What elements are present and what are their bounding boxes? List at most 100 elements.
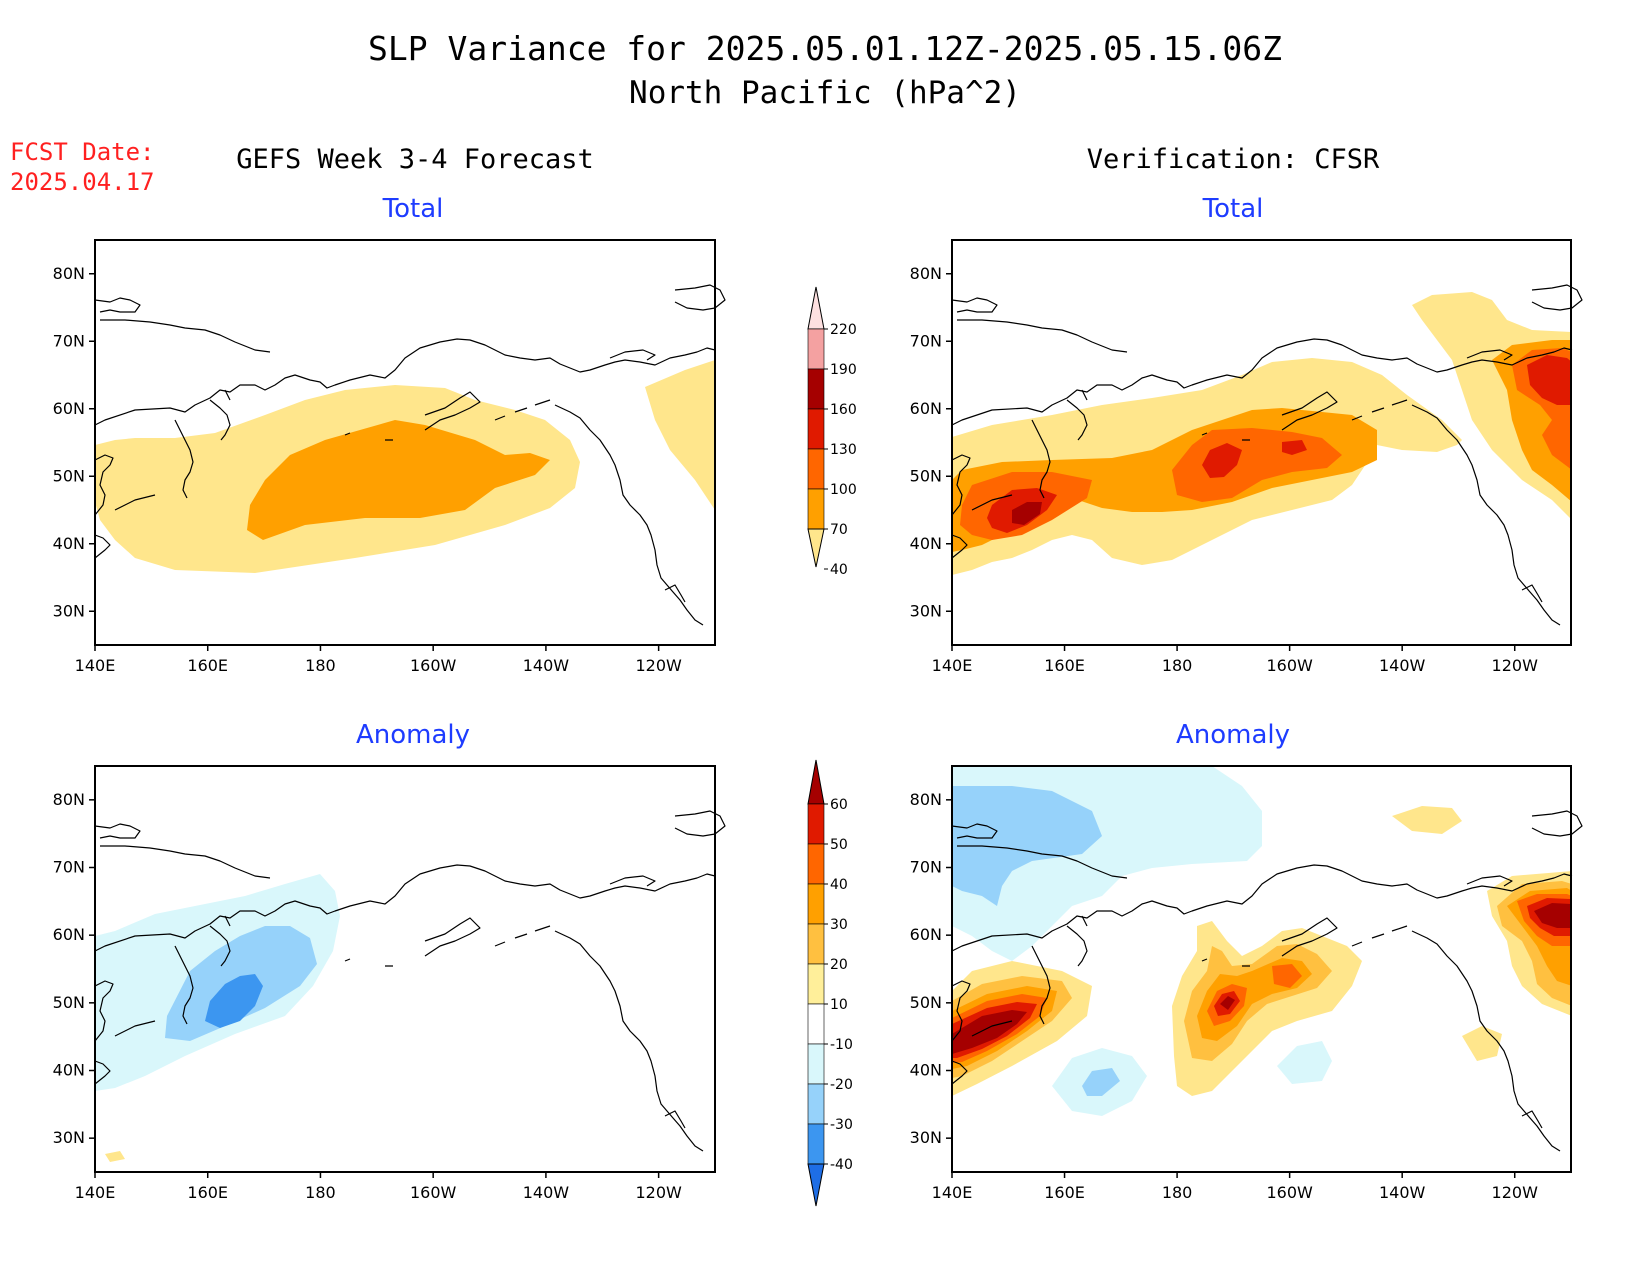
lon-tick-label: 140W [523,1183,570,1202]
lat-tick-label: 60N [53,399,85,418]
lat-tick-label: 70N [53,331,85,350]
colorbar-swatch [807,923,825,965]
lon-tick-label: 160E [187,1183,228,1202]
lon-tick-label: 140E [75,1183,116,1202]
contour-minus20-south [1082,1068,1120,1096]
colorbar-label: 130 [830,442,857,458]
lon-tick-label: 180 [1162,656,1193,675]
colorbar-top-arrow [807,286,825,330]
lat-tick-label: 30N [910,1128,942,1147]
lon-tick-label: 160E [1044,656,1085,675]
lon-tick-label: 140W [1379,1183,1426,1202]
contour-160 [1012,502,1042,525]
lon-tick-label: 140E [932,656,973,675]
lon-tick-label: 120W [1492,656,1539,675]
colorbar-label: 220 [830,322,857,338]
contour-70 [247,420,550,540]
lat-tick-label: 50N [53,993,85,1012]
colorbar-label: -30 [830,1117,853,1133]
lat-tick-label: 40N [910,534,942,553]
colorbar-label: 40 [830,562,848,578]
lat-tick-label: 80N [910,264,942,283]
colorbar-bottom-arrow [807,1163,825,1207]
lat-tick-label: 40N [53,534,85,553]
lon-tick-label: 160W [410,656,457,675]
colorbar-label: 30 [830,917,848,933]
colorbar-label: 70 [830,522,848,538]
colorbar-swatch [807,328,825,370]
colorbar-label: 60 [830,797,848,813]
right-column-title: Verification: CFSR [1087,144,1380,175]
contour-plus60 [952,1010,1027,1054]
lon-tick-label: 120W [635,656,682,675]
lat-tick-label: 30N [53,1128,85,1147]
lat-tick-label: 40N [53,1061,85,1080]
lon-tick-label: 180 [305,1183,336,1202]
lat-tick-label: 40N [910,1061,942,1080]
colorbar-swatch [807,843,825,885]
contour-plus40-mid2 [1272,964,1302,988]
colorbar-swatch [807,1043,825,1085]
lat-tick-label: 80N [910,790,942,809]
colorbar-swatch [807,1123,825,1165]
colorbar-total: 220 190 160 130 100 70 40 [807,286,857,578]
lon-tick-label: 160W [410,1183,457,1202]
colorbar-swatch [807,368,825,410]
colorbar-anomaly: 60 50 40 30 20 10 -10 -20 -30 -40 [807,759,853,1207]
contour-minus10-south2 [1277,1041,1332,1084]
colorbar-label: -10 [830,1037,853,1053]
colorbar-swatch [807,448,825,490]
colorbar-swatch [807,883,825,925]
contour-130-north [1527,355,1571,405]
lat-tick-label: 70N [53,858,85,877]
colorbar-label: 40 [830,877,848,893]
lon-tick-label: 140E [932,1183,973,1202]
map-panel-forecast-anomaly [94,765,726,1173]
lat-tick-label: 70N [910,331,942,350]
colorbar-label: 190 [830,362,857,378]
colorbar-label: 50 [830,837,848,853]
lon-tick-label: 140W [1379,656,1426,675]
lat-tick-label: 70N [910,858,942,877]
colorbar-label: -40 [830,1157,853,1173]
lat-tick-label: 80N [53,790,85,809]
lon-tick-label: 120W [635,1183,682,1202]
colorbar-swatch [807,1003,825,1045]
contour-plus10-north [1392,806,1462,834]
colorbar-swatch [807,803,825,845]
colorbar-label: 100 [830,482,857,498]
colorbar-swatch [807,408,825,450]
map-axes: 80N 70N 60N 50N 40N 30N 140E 160E 180 160W 140W 120… [53,264,1538,1202]
map-panel-verification-total [951,239,1583,646]
panel-title-bottom-left: Anomaly [356,720,470,750]
lon-tick-label: 140W [523,656,570,675]
figure-title: SLP Variance for 2025.05.01.12Z-2025.05.… [368,29,1282,68]
lat-tick-label: 30N [910,601,942,620]
lon-tick-label: 140E [75,656,116,675]
fcst-date-label: FCST Date: [10,138,155,166]
colorbar-swatch [807,1083,825,1125]
panel-title-top-left: Total [382,194,444,224]
lon-tick-label: 160E [1044,1183,1085,1202]
contour-minus30 [205,974,263,1028]
contour-minus20 [952,786,1102,906]
figure-subtitle: North Pacific (hPa^2) [629,75,1021,111]
colorbar-label: 160 [830,402,857,418]
lat-tick-label: 50N [910,993,942,1012]
map-panel-verification-anomaly [951,765,1583,1173]
left-column-title: GEFS Week 3-4 Forecast [236,144,594,175]
map-panel-forecast-total [94,239,726,646]
lon-tick-label: 180 [305,656,336,675]
panel-title-top-right: Total [1202,194,1264,224]
lat-tick-label: 30N [53,601,85,620]
colorbar-label: 20 [830,957,848,973]
colorbar-label: -20 [830,1077,853,1093]
contour-130-mid [1202,443,1242,478]
lon-tick-label: 160W [1266,1183,1313,1202]
contour-plus10-se [1462,1026,1502,1061]
contour-plus60-ne [1534,903,1571,928]
lat-tick-label: 80N [53,264,85,283]
contour-40-east [645,360,715,510]
lat-tick-label: 60N [910,399,942,418]
lat-tick-label: 50N [910,466,942,485]
